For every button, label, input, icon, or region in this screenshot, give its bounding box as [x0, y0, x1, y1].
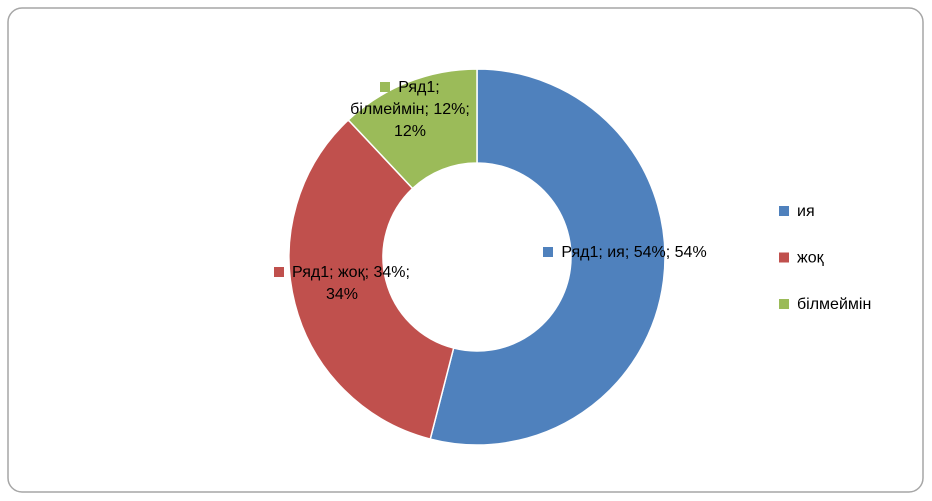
chart-frame — [7, 7, 924, 493]
data-label: Ряд1; жоқ; 34%; 34% — [262, 262, 422, 306]
legend-key — [779, 299, 789, 309]
data-label: Ряд1; білмеймін; 12%; 12% — [340, 77, 480, 143]
legend-key — [779, 252, 789, 263]
donut-segment — [429, 68, 666, 446]
legend-label: білмеймін — [797, 296, 871, 313]
label-key — [274, 267, 285, 277]
label-key — [380, 82, 391, 92]
legend-label: жоқ — [797, 250, 825, 267]
data-label-text: Ряд1; білмеймін; 12%; 12% — [350, 79, 470, 140]
legend-key — [779, 206, 789, 216]
donut-segment — [347, 68, 478, 190]
label-key — [543, 247, 554, 257]
donut-segment — [288, 118, 455, 441]
data-label: Ряд1; ия; 54%; 54% — [520, 242, 730, 264]
legend-label: ия — [797, 203, 815, 220]
data-label-text: Ряд1; жоқ; 34%; 34% — [292, 264, 410, 303]
data-label-text: Ряд1; ия; 54%; 54% — [561, 244, 707, 261]
